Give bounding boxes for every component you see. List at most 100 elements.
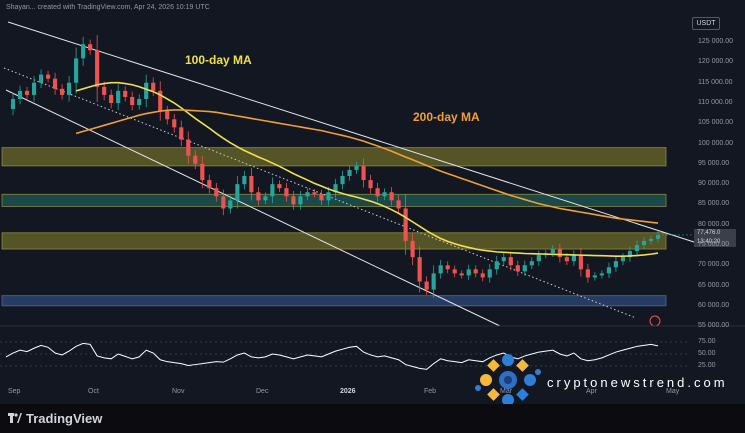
zone-yellow-0	[1, 147, 667, 167]
candle-body	[592, 275, 597, 278]
candle-body	[109, 94, 114, 104]
price-tick-label: 70 000.00	[698, 261, 730, 269]
candle-body	[550, 249, 555, 254]
candle-body	[277, 184, 282, 189]
rsi-line	[5, 342, 659, 370]
candle-body	[74, 58, 79, 83]
candle-body	[116, 90, 121, 104]
candle-body	[536, 255, 541, 262]
zone-green-1	[1, 193, 667, 207]
candle-body	[368, 180, 373, 189]
candle-body	[627, 251, 633, 258]
alert-icon	[649, 315, 661, 327]
candle-body	[165, 111, 170, 120]
candle-body	[620, 257, 626, 262]
current-price-badge: 77,476.0 13:40:20	[694, 229, 736, 247]
candle-body	[508, 257, 513, 266]
candle-body	[326, 192, 331, 201]
price-tick-label: 85 000.00	[698, 200, 730, 208]
candle-body	[501, 257, 506, 262]
candle-body	[480, 273, 485, 278]
price-tick-label: 65 000.00	[698, 281, 730, 289]
candle-body	[361, 165, 366, 181]
rsi-tick-label: 75.00	[698, 338, 716, 345]
candle-body	[207, 180, 212, 189]
candle-body	[333, 184, 338, 193]
candle-body	[137, 98, 142, 106]
candle-body	[17, 90, 23, 99]
time-tick-label: 2026	[340, 388, 356, 395]
candle-body	[151, 82, 156, 91]
candle-body	[648, 238, 654, 241]
candle-body	[249, 176, 254, 193]
price-tick-label: 115 000.00	[698, 78, 733, 86]
candle-body	[403, 208, 408, 241]
time-tick-label: Dec	[256, 388, 269, 395]
price-chart[interactable]	[0, 0, 745, 404]
candle-body	[24, 90, 30, 95]
candle-body	[242, 176, 247, 185]
candle-body	[256, 192, 261, 201]
candle-body	[95, 50, 100, 87]
candle-body	[578, 255, 583, 270]
candle-body	[459, 273, 464, 276]
time-tick-label: Mar	[500, 388, 513, 395]
candle-body	[564, 257, 569, 262]
candle-body	[396, 200, 401, 209]
candle-body	[613, 261, 619, 268]
candle-body	[235, 184, 240, 201]
candle-body	[67, 82, 72, 95]
candle-body	[263, 196, 268, 201]
currency-badge[interactable]: USDT	[692, 17, 720, 30]
candle-body	[10, 98, 16, 110]
candle-body	[270, 184, 275, 197]
candle-body	[606, 267, 612, 274]
candle-body	[312, 192, 317, 195]
time-tick-label: Sep	[8, 388, 21, 395]
ma200-annotation: 200-day MA	[413, 110, 480, 124]
tradingview-brand[interactable]: TradingView	[26, 411, 103, 426]
candle-body	[445, 265, 450, 270]
candle-body	[214, 188, 219, 197]
candle-body	[641, 240, 647, 245]
candle-body	[466, 269, 471, 276]
candle-body	[38, 74, 44, 83]
candle-body	[375, 188, 380, 197]
price-tick-label: 100 000.00	[698, 139, 734, 147]
price-tick-label: 125 000.00	[698, 38, 734, 46]
candle-body	[200, 163, 205, 181]
candle-body	[52, 78, 58, 89]
ma100-annotation: 100-day MA	[185, 53, 252, 67]
candle-body	[515, 265, 520, 272]
candle-body	[417, 257, 422, 282]
channel-mid-line	[3, 67, 637, 319]
price-tick-label: 95 000.00	[698, 159, 730, 167]
candle-body	[431, 273, 436, 290]
time-tick-label: Feb	[424, 388, 437, 395]
channel-lower-line	[5, 89, 501, 327]
current-price-value: 77,476.0	[697, 230, 721, 236]
candle-body	[382, 192, 387, 197]
rsi-tick-label: 50.00	[698, 350, 716, 357]
candle-body	[634, 244, 640, 252]
candle-body	[557, 249, 562, 258]
time-tick-label: Nov	[172, 388, 185, 395]
candle-body	[172, 119, 177, 128]
candle-body	[291, 196, 296, 205]
candle-body	[144, 82, 149, 99]
zone-yellow-2	[1, 232, 667, 250]
candle-body	[438, 265, 443, 274]
candle-body	[473, 269, 478, 274]
candle-body	[522, 265, 527, 272]
tradingview-logo-icon[interactable]	[8, 413, 22, 423]
candle-countdown: 13:40:20	[697, 239, 721, 245]
candle-body	[319, 194, 324, 201]
price-tick-label: 55 000.00	[698, 322, 730, 330]
candle-body	[88, 44, 93, 51]
candle-body	[186, 139, 191, 156]
candle-body	[60, 88, 65, 95]
candle-body	[354, 165, 359, 170]
candle-body	[305, 192, 310, 197]
candle-body	[571, 255, 576, 262]
price-tick-label: 90 000.00	[698, 180, 730, 188]
